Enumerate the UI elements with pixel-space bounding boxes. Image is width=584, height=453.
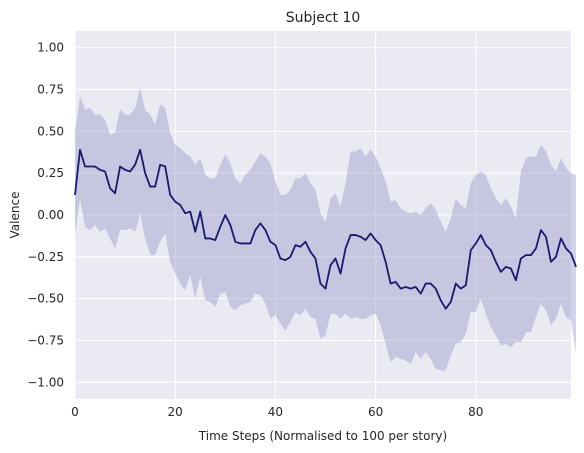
x-tick-label: 40	[268, 405, 283, 419]
y-tick-label: −0.25	[27, 250, 64, 264]
y-tick-label: 0.25	[37, 166, 64, 180]
y-tick-label: 0.75	[37, 83, 64, 97]
y-tick-label: −0.50	[27, 292, 64, 306]
y-tick-label: 0.00	[37, 208, 64, 222]
grid-lines	[74, 31, 571, 399]
y-axis-label: Valence	[8, 192, 22, 239]
y-axis-ticks: 1.00 0.75 0.50 0.25 0.00 −0.25 −0.50 −0.75 −1.00	[27, 41, 64, 390]
x-tick-label: 60	[368, 405, 383, 419]
y-tick-label: −0.75	[27, 333, 64, 347]
y-tick-label: 1.00	[37, 41, 64, 55]
x-tick-label: 20	[168, 405, 183, 419]
x-axis-label: Time Steps (Normalised to 100 per story)	[198, 429, 447, 443]
x-tick-label: 0	[71, 405, 79, 419]
y-tick-label: 0.50	[37, 124, 64, 138]
series-line	[74, 148, 577, 310]
y-tick-label: −1.00	[27, 375, 64, 389]
x-axis-ticks: 0 20 40 60 80	[71, 405, 483, 419]
x-tick-label: 80	[468, 405, 483, 419]
chart-title: Subject 10	[286, 10, 361, 26]
